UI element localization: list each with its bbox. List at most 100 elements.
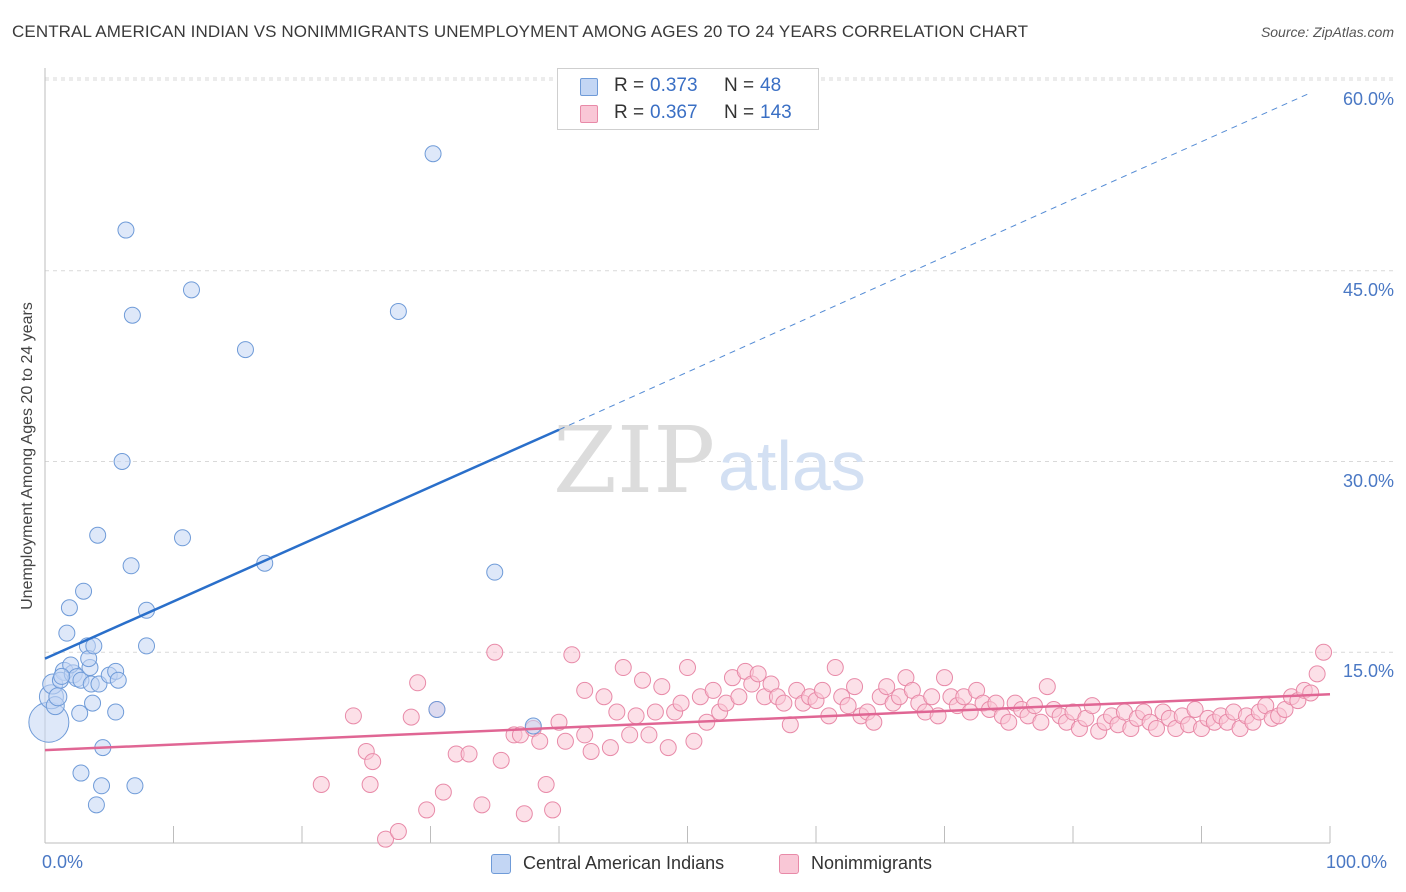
legend-swatch-blue [580,78,598,96]
nonimmigrants-point [846,678,864,696]
nonimmigrants-point [961,703,979,721]
series-legend-label: Central American Indians [523,853,725,873]
nonimmigrants-point [634,671,652,689]
nonimmigrants-point [402,708,420,726]
y-tick-label: 30.0% [1342,470,1394,491]
nonimmigrants-point [377,830,395,848]
central-american-indians-point [182,281,200,299]
nonimmigrants-point [344,707,362,725]
legend-r-label: R = [614,102,645,123]
nonimmigrants-point [621,726,639,744]
nonimmigrants-point [531,732,549,750]
central-american-indians-point [75,582,93,600]
central-american-indians-point [424,145,442,163]
nonimmigrants-point [556,732,574,750]
y-tick-label: 15.0% [1342,661,1394,682]
nonimmigrants-point [685,732,703,750]
nonimmigrants-point [1032,713,1050,731]
nonimmigrants-point [749,665,767,683]
nonimmigrants-point [563,646,581,664]
x-tick-label-max: 100.0% [1326,852,1388,872]
nonimmigrants-point [1038,678,1056,696]
source-note: Source: ZipAtlas.com [1260,24,1394,40]
central-american-indians-point [236,341,254,359]
nonimmigrants-point [679,659,696,677]
nonimmigrants-point [1186,700,1204,718]
nonimmigrants-point [418,801,436,819]
watermark-zip: ZIP [553,407,715,514]
nonimmigrants-point [826,659,844,677]
central-american-indians-trend-extension [558,92,1311,431]
series-legend: Central American Indians Nonimmigrants [0,852,1406,878]
central-american-indians-point [58,624,76,642]
nonimmigrants-point [1000,713,1018,731]
central-american-indians-point [524,717,542,735]
correlation-legend: R = 0.373 N = 48 R = 0.367 N = 143 [557,68,819,130]
legend-swatch-blue [491,854,511,874]
nonimmigrants-point [653,678,671,696]
series-legend-label: Nonimmigrants [811,853,933,873]
central-american-indians-point [48,687,68,707]
nonimmigrants-point [813,681,831,699]
nonimmigrants-point [361,776,379,794]
nonimmigrants-point [473,796,491,814]
watermark: ZIP atlas [553,407,866,514]
legend-r-label: R = [614,75,645,96]
nonimmigrants-point [544,801,562,819]
central-american-indians-point [486,563,504,581]
central-american-indians-point [122,557,140,575]
central-american-indians-point [53,667,71,685]
nonimmigrants-trend-line [44,692,1331,752]
nonimmigrants-point [672,694,690,712]
nonimmigrants-point [409,674,427,692]
y-tick-label: 60.0% [1342,89,1394,109]
chart-title: CENTRAL AMERICAN INDIAN VS NONIMMIGRANTS… [12,22,1029,41]
nonimmigrants-point [608,703,626,721]
nonimmigrants-point [704,681,722,699]
nonimmigrants-point [582,742,600,760]
nonimmigrants-point [730,688,748,706]
nonimmigrants-point [627,707,645,725]
nonimmigrants-point [492,751,510,769]
central-american-indians-point [89,526,107,544]
nonimmigrants-point [1302,684,1320,702]
trend-lines [44,92,1331,752]
nonimmigrants-point [364,753,382,771]
nonimmigrants-point [537,776,555,794]
nonimmigrants-point [614,659,632,677]
nonimmigrants-point [936,669,953,687]
central-american-indians-point [173,529,191,547]
legend-n-value: 48 [760,75,782,96]
central-american-indians-points [28,145,542,814]
legend-n-label: N = [724,75,755,96]
legend-n-value: 143 [760,102,792,123]
legend-swatch-pink [779,854,799,874]
axes [44,68,1331,844]
nonimmigrants-point [550,713,568,731]
central-american-indians-point [72,764,90,782]
gridlines [45,77,1395,653]
nonimmigrants-point [1308,665,1326,683]
central-american-indians-point [389,302,407,320]
legend-r-value: 0.367 [650,102,698,123]
nonimmigrants-point [659,739,677,757]
central-american-indians-point [84,694,102,712]
central-american-indians-point [87,796,105,814]
nonimmigrants-point [312,776,330,794]
nonimmigrants-point [576,726,594,744]
nonimmigrants-point [576,681,594,699]
nonimmigrants-point [460,745,478,763]
central-american-indians-point [107,703,125,721]
central-american-indians-point [138,637,156,655]
central-american-indians-point [93,777,111,795]
nonimmigrants-point [486,643,504,661]
y-tick-label: 45.0% [1342,279,1394,300]
nonimmigrants-point [640,726,658,744]
nonimmigrants-points [312,643,1333,848]
central-american-indians-point [113,453,131,470]
nonimmigrants-point [646,703,664,721]
x-tick-label-min: 0.0% [42,852,84,872]
central-american-indians-point [109,671,127,689]
watermark-atlas: atlas [718,427,866,505]
central-american-indians-point [428,700,446,718]
